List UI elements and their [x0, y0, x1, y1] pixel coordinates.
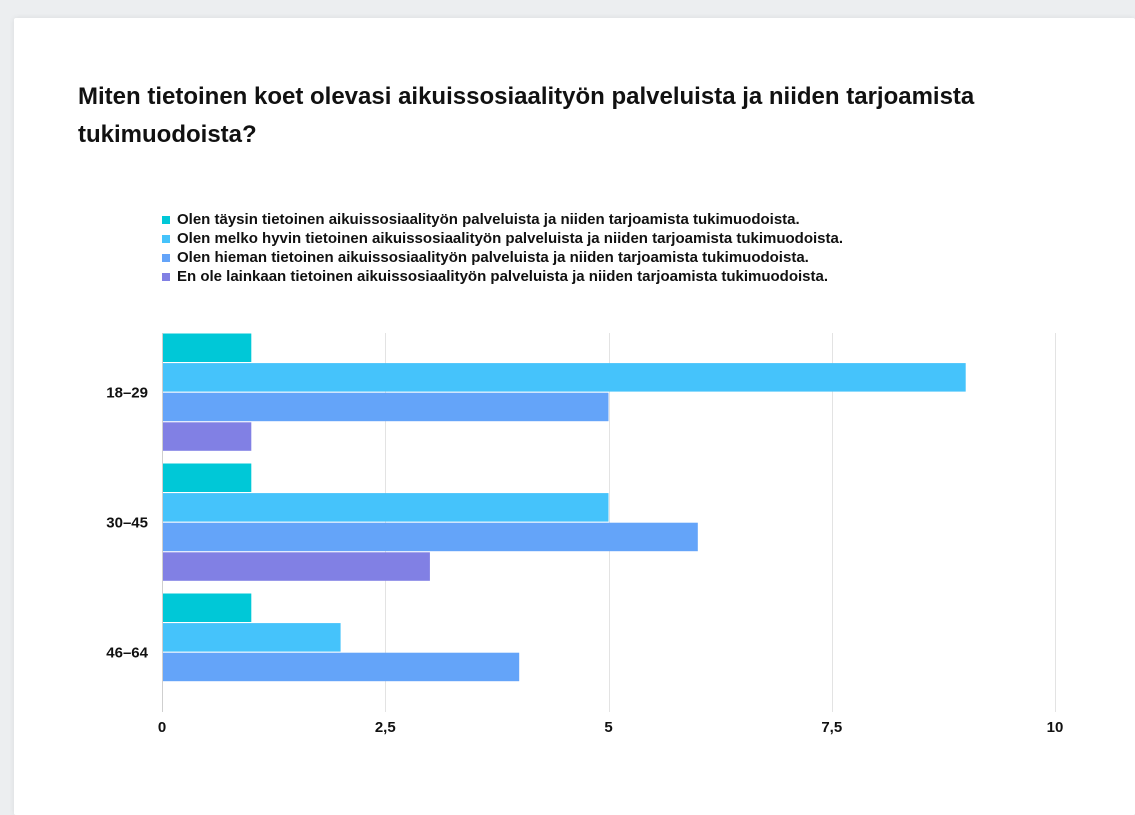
- x-tick-label: 0: [158, 719, 166, 736]
- bar: [163, 463, 252, 492]
- bars: [163, 333, 966, 682]
- bar: [163, 593, 252, 622]
- bar: [163, 652, 520, 682]
- x-tick-label: 10: [1047, 719, 1064, 736]
- gridlines: [385, 333, 1056, 712]
- bar: [163, 623, 341, 652]
- legend-item: En ole lainkaan tietoinen aikuissosiaali…: [162, 267, 843, 286]
- bar: [163, 422, 252, 451]
- legend-swatch: [162, 234, 170, 243]
- bar: [163, 522, 698, 552]
- legend-swatch: [162, 253, 170, 262]
- bar: [163, 493, 609, 522]
- legend-label: Olen hieman tietoinen aikuissosiaalityön…: [177, 249, 809, 266]
- bar: [163, 333, 252, 362]
- category-label: 30–45: [106, 515, 148, 532]
- category-label: 18–29: [106, 385, 148, 402]
- legend-label: Olen täysin tietoinen aikuissosiaalityön…: [177, 211, 800, 228]
- chart-title: Miten tietoinen koet olevasi aikuissosia…: [78, 83, 975, 148]
- legend-swatch: [162, 272, 170, 281]
- x-tick-label: 2,5: [375, 719, 396, 736]
- bar: [163, 392, 609, 422]
- x-tick-label: 7,5: [821, 719, 842, 736]
- legend-item: Olen täysin tietoinen aikuissosiaalityön…: [162, 210, 843, 229]
- x-tick-label: 5: [604, 719, 612, 736]
- legend-label: Olen melko hyvin tietoinen aikuissosiaal…: [177, 230, 844, 247]
- legend-item: Olen melko hyvin tietoinen aikuissosiaal…: [162, 229, 843, 248]
- bar: [163, 552, 430, 581]
- legend-item: Olen hieman tietoinen aikuissosiaalityön…: [162, 248, 843, 267]
- category-label: 46–64: [106, 645, 148, 662]
- legend-label: En ole lainkaan tietoinen aikuissosiaali…: [177, 268, 829, 285]
- bar: [163, 363, 966, 392]
- legend-swatch: [162, 215, 170, 224]
- x-tick-labels: 0 2,5 5 7,5 10: [158, 719, 1064, 736]
- chart-legend: Olen täysin tietoinen aikuissosiaalityön…: [162, 210, 843, 286]
- category-labels: 18–29 30–45 46–64: [106, 385, 148, 662]
